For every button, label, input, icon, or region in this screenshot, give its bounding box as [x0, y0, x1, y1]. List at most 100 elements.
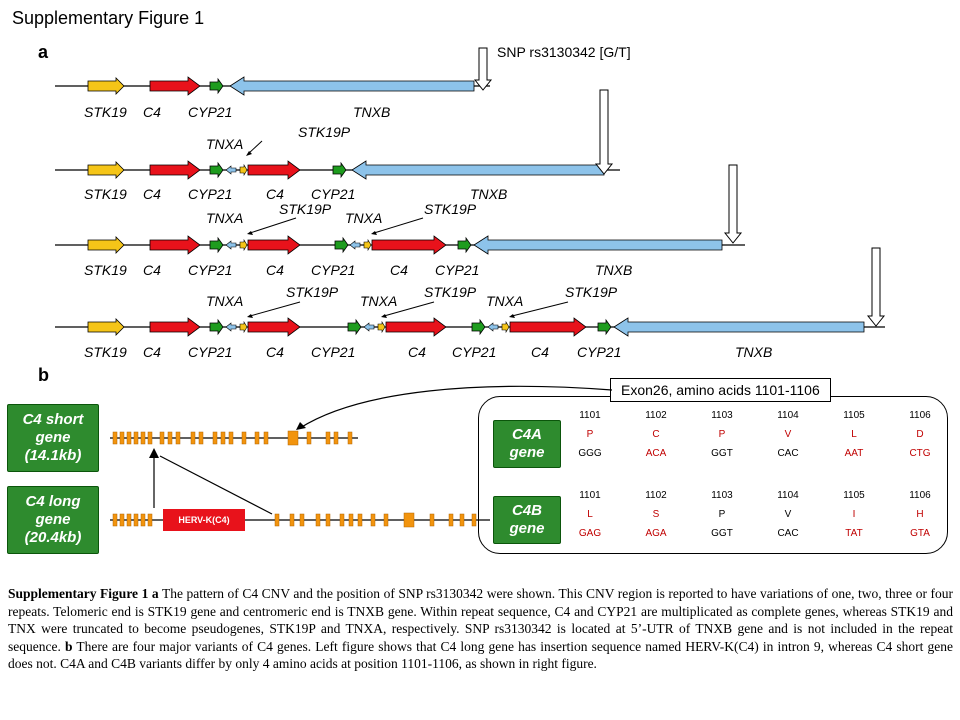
codon-cell: ACA: [645, 448, 667, 459]
label-tnxb: TNXB: [470, 186, 508, 202]
c4b-gene-label: C4B gene: [493, 496, 561, 544]
position-cell: 1106: [909, 410, 931, 421]
position-cell: 1106: [909, 490, 931, 501]
amino-acid-cell: P: [718, 509, 726, 520]
amino-acid-cell: D: [916, 429, 924, 440]
label-c4: C4: [266, 186, 284, 202]
codon-cell: GGT: [711, 528, 733, 539]
position-cell: 1101: [579, 410, 601, 421]
cnv-row-3: [55, 164, 745, 255]
position-cell: 1103: [711, 490, 733, 501]
position-cell: 1103: [711, 410, 733, 421]
long-gene-exons: [112, 512, 477, 528]
label-c4: C4: [143, 104, 161, 120]
c4a-gene-label: C4A gene: [493, 420, 561, 468]
label-stk19: STK19: [84, 186, 127, 202]
label-tnxb: TNXB: [735, 344, 773, 360]
short-gene-exons: [112, 430, 353, 446]
label-c4: C4: [143, 344, 161, 360]
codon-cell: TAT: [845, 528, 863, 539]
codon-cell: GGG: [578, 448, 602, 459]
c4a-table: 1101 1102 1103 1104 1105 1106 P C P V L …: [570, 410, 940, 459]
position-cell: 1105: [843, 490, 865, 501]
c4-arrow: [149, 76, 201, 96]
tnxb-arrow: [229, 76, 475, 96]
caption-text-a: The pattern of C4 CNV and the position o…: [8, 586, 953, 654]
label-c4: C4: [390, 262, 408, 278]
codon-cell: CAC: [777, 528, 799, 539]
codon-cell: AGA: [645, 528, 667, 539]
position-cell: 1105: [843, 410, 865, 421]
amino-acid-cell: C: [652, 429, 660, 440]
figure-title: Supplementary Figure 1: [12, 8, 205, 28]
label-tnxa: TNXA: [206, 293, 244, 309]
label-tnxa: TNXA: [345, 210, 383, 226]
position-cell: 1104: [777, 490, 799, 501]
label-cyp21: CYP21: [188, 344, 233, 360]
label-c4: C4: [266, 344, 284, 360]
amino-acid-cell: I: [852, 509, 856, 520]
herv-k-insertion: HERV-K(C4): [163, 509, 245, 531]
stk19-arrow: [87, 77, 125, 95]
label-tnxa: TNXA: [360, 293, 398, 309]
figure-caption: Supplementary Figure 1 a The pattern of …: [8, 585, 953, 673]
panel-a-label: a: [38, 42, 49, 62]
codon-cell: CTG: [909, 448, 931, 459]
label-cyp21: CYP21: [188, 262, 233, 278]
label-tnxb: TNXB: [353, 104, 391, 120]
position-cell: 1101: [579, 490, 601, 501]
amino-acid-cell: S: [652, 509, 660, 520]
codon-cell: GTA: [910, 528, 930, 539]
cnv-row-4: [55, 247, 886, 337]
label-tnxb: TNXB: [595, 262, 633, 278]
label-stk19p: STK19P: [279, 201, 332, 217]
exon-box-title: Exon26, amino acids 1101-1106: [610, 378, 831, 402]
cyp21-arrow: [209, 77, 224, 95]
label-cyp21: CYP21: [435, 262, 480, 278]
label-c4: C4: [266, 262, 284, 278]
amino-acid-cell: L: [587, 509, 593, 520]
label-tnxa: TNXA: [206, 210, 244, 226]
codon-cell: CAC: [777, 448, 799, 459]
amino-acid-cell: V: [784, 509, 792, 520]
c4-structure-diagram: [110, 385, 613, 528]
label-c4: C4: [143, 262, 161, 278]
amino-acid-cell: L: [851, 429, 857, 440]
label-cyp21: CYP21: [311, 344, 356, 360]
caption-text-b: There are four major variants of C4 gene…: [8, 638, 953, 672]
label-cyp21: CYP21: [311, 186, 356, 202]
codon-cell: GGT: [711, 448, 733, 459]
c4-long-gene-label: C4 long gene (20.4kb): [7, 486, 99, 554]
cnv-diagram: [55, 47, 886, 337]
amino-acid-cell: P: [718, 429, 726, 440]
caption-bold-a: Supplementary Figure 1 a: [8, 586, 159, 601]
label-tnxa: TNXA: [206, 136, 244, 152]
position-cell: 1102: [645, 410, 667, 421]
cnv-row-2: [55, 89, 620, 180]
label-cyp21: CYP21: [311, 262, 356, 278]
label-cyp21: CYP21: [188, 186, 233, 202]
label-c4: C4: [408, 344, 426, 360]
label-stk19: STK19: [84, 262, 127, 278]
codon-cell: AAT: [844, 448, 864, 459]
label-stk19: STK19: [84, 344, 127, 360]
label-cyp21: CYP21: [188, 104, 233, 120]
label-stk19p: STK19P: [424, 201, 477, 217]
snp-label: SNP rs3130342 [G/T]: [497, 44, 631, 60]
snp-arrow: [473, 47, 493, 91]
position-cell: 1102: [645, 490, 667, 501]
panel-b-label: b: [38, 365, 49, 385]
label-c4: C4: [531, 344, 549, 360]
label-cyp21: CYP21: [452, 344, 497, 360]
label-stk19: STK19: [84, 104, 127, 120]
c4b-table: 1101 1102 1103 1104 1105 1106 L S P V I …: [570, 490, 940, 539]
label-c4: C4: [143, 186, 161, 202]
label-stk19p: STK19P: [298, 124, 351, 140]
codon-cell: GAG: [578, 528, 602, 539]
label-stk19p: STK19P: [565, 284, 618, 300]
label-stk19p: STK19P: [424, 284, 477, 300]
label-stk19p: STK19P: [286, 284, 339, 300]
amino-acid-cell: H: [916, 509, 924, 520]
amino-acid-cell: V: [784, 429, 792, 440]
amino-acid-cell: P: [586, 429, 594, 440]
